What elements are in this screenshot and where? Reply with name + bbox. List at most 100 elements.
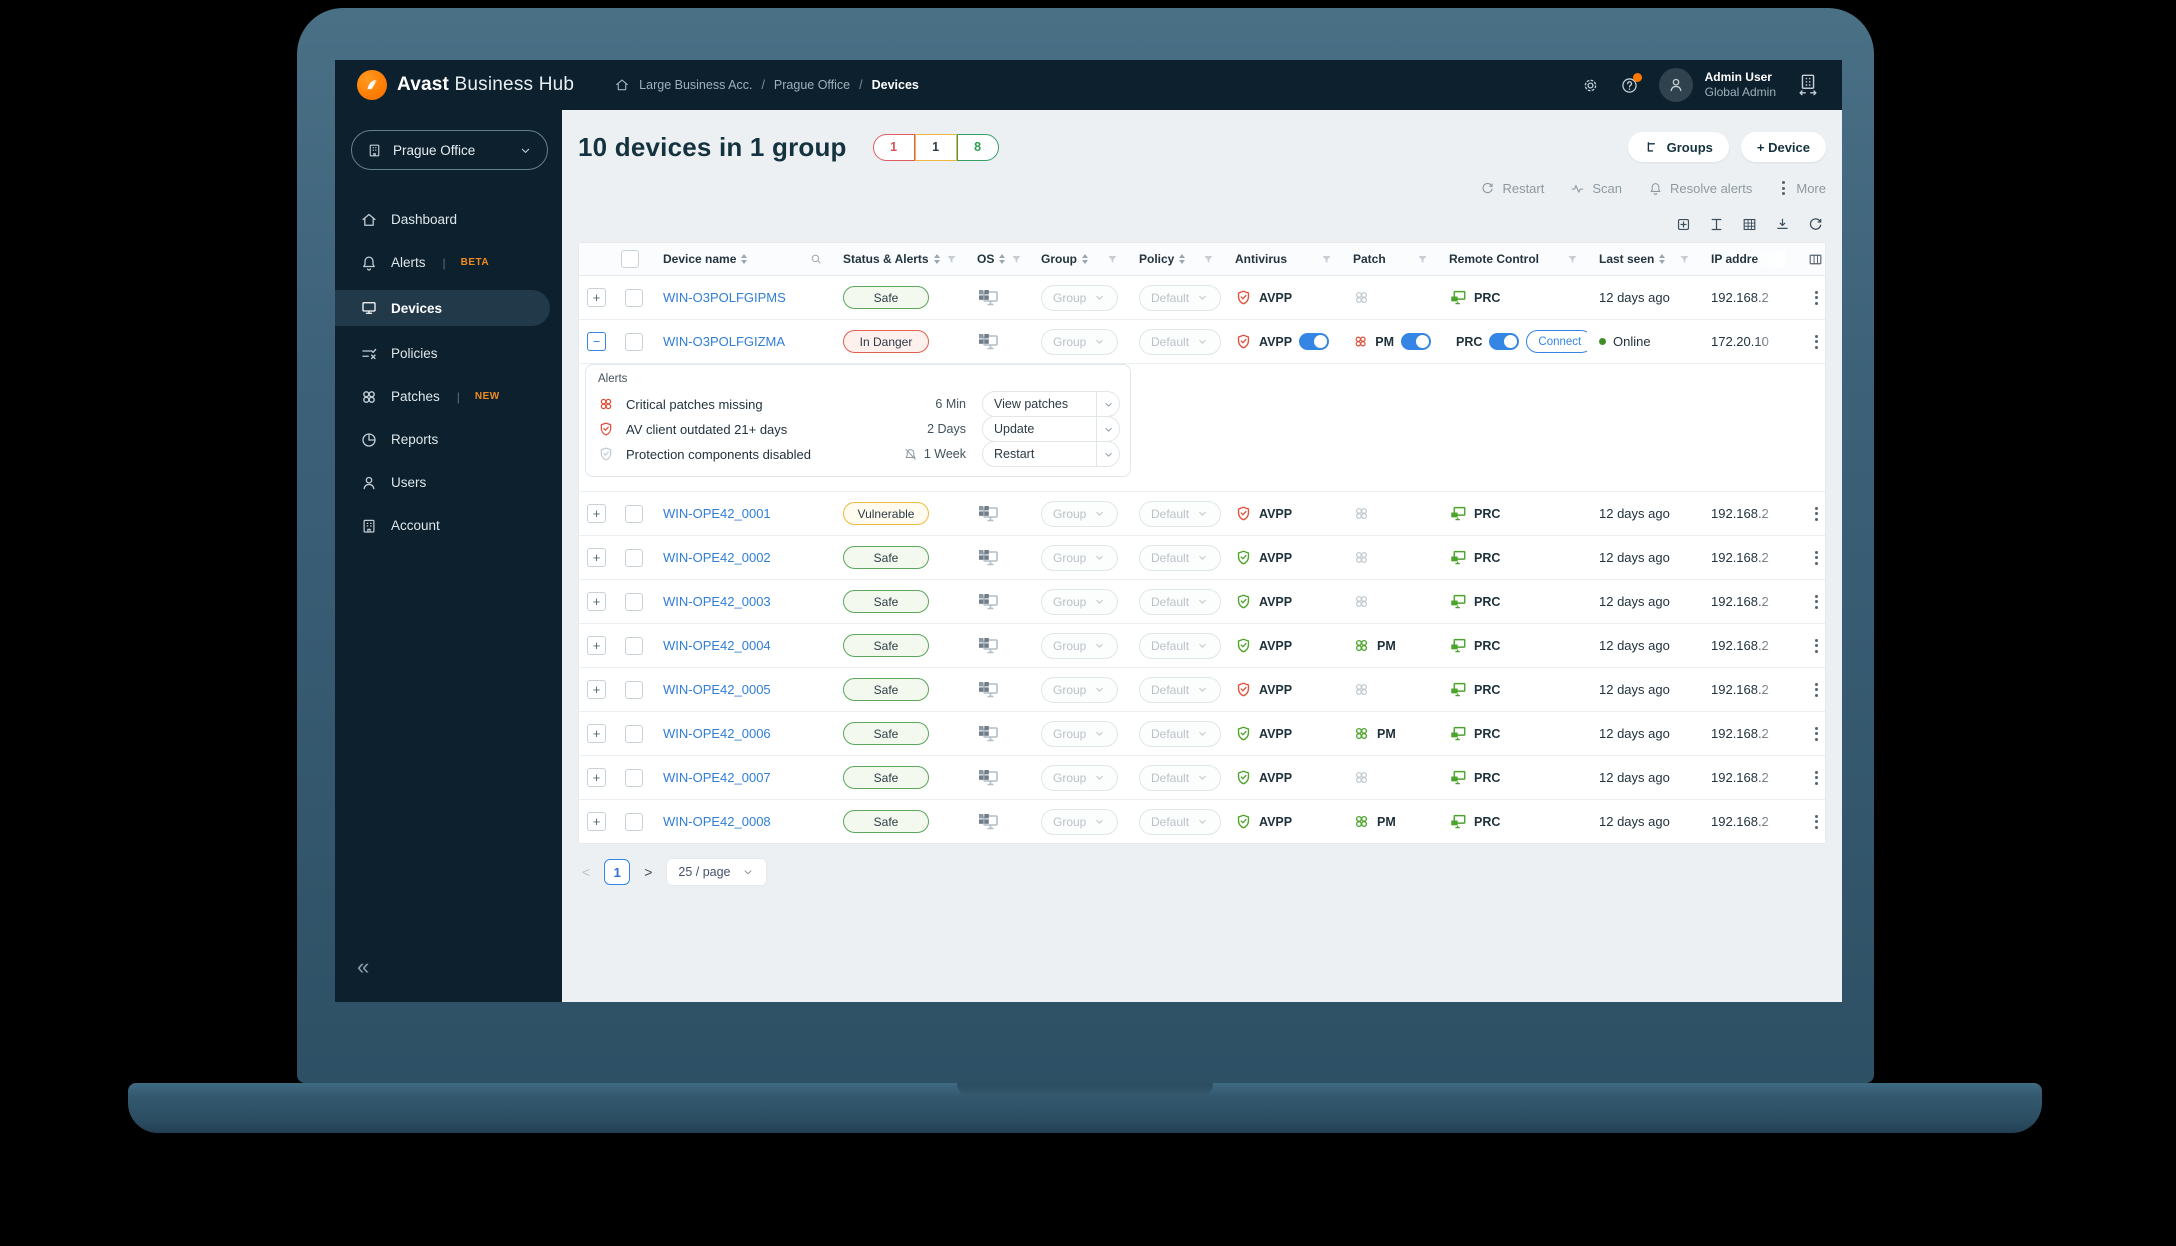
column-settings[interactable] bbox=[1755, 250, 1832, 268]
row-menu-button[interactable] bbox=[1811, 767, 1822, 789]
column-header-policy[interactable]: Policy bbox=[1127, 252, 1223, 266]
column-header-device-name[interactable]: Device name bbox=[651, 252, 831, 266]
column-header-status-alerts[interactable]: Status & Alerts bbox=[831, 252, 965, 266]
policy-dropdown[interactable]: Default bbox=[1139, 588, 1222, 615]
device-name-link[interactable]: WIN-OPE42_0004 bbox=[663, 638, 771, 653]
device-name-link[interactable]: WIN-OPE42_0003 bbox=[663, 594, 771, 609]
sidebar-item-devices[interactable]: Devices bbox=[335, 290, 550, 326]
header-select-all[interactable] bbox=[613, 250, 651, 268]
row-checkbox[interactable] bbox=[625, 768, 643, 787]
column-header-remote-control[interactable]: Remote Control bbox=[1437, 252, 1587, 266]
expand-row-button[interactable]: + bbox=[587, 768, 606, 787]
group-dropdown[interactable]: Group bbox=[1041, 544, 1119, 571]
column-header-last-seen[interactable]: Last seen bbox=[1587, 252, 1699, 266]
group-dropdown[interactable]: Group bbox=[1041, 500, 1119, 527]
group-dropdown[interactable]: Group bbox=[1041, 808, 1119, 835]
policy-dropdown[interactable]: Default bbox=[1139, 500, 1222, 527]
filter-funnel-icon[interactable] bbox=[1106, 253, 1119, 266]
site-selector[interactable]: Prague Office bbox=[351, 130, 548, 170]
current-page[interactable]: 1 bbox=[604, 859, 631, 885]
policy-dropdown[interactable]: Default bbox=[1139, 720, 1222, 747]
breadcrumb-site[interactable]: Prague Office bbox=[773, 78, 851, 92]
policy-dropdown[interactable]: Default bbox=[1139, 808, 1222, 835]
filter-funnel-icon[interactable] bbox=[1202, 253, 1215, 266]
toggle-on[interactable] bbox=[1401, 333, 1431, 350]
policy-dropdown[interactable]: Default bbox=[1139, 544, 1222, 571]
status-count-segment-2[interactable]: 8 bbox=[956, 133, 999, 161]
row-menu-button[interactable] bbox=[1811, 547, 1822, 569]
column-header-antivirus[interactable]: Antivirus bbox=[1223, 252, 1341, 266]
alert-action-dropdown[interactable] bbox=[1096, 392, 1119, 416]
row-menu-button[interactable] bbox=[1811, 331, 1822, 353]
user-info[interactable]: Admin User Global Admin bbox=[1705, 70, 1776, 100]
sidebar-item-account[interactable]: Account bbox=[335, 510, 562, 541]
search-icon[interactable] bbox=[809, 252, 823, 266]
row-menu-button[interactable] bbox=[1811, 635, 1822, 657]
collapse-row-button[interactable]: − bbox=[587, 332, 606, 351]
groups-button[interactable]: Groups bbox=[1627, 132, 1729, 162]
group-dropdown[interactable]: Group bbox=[1041, 764, 1119, 791]
row-checkbox[interactable] bbox=[625, 592, 643, 611]
sort-icon[interactable] bbox=[741, 254, 748, 264]
connect-button[interactable]: Connect bbox=[1526, 330, 1587, 353]
scan-action[interactable]: Scan bbox=[1570, 181, 1622, 196]
policy-dropdown[interactable]: Default bbox=[1139, 328, 1222, 355]
row-menu-button[interactable] bbox=[1811, 723, 1822, 745]
policy-dropdown[interactable]: Default bbox=[1139, 632, 1222, 659]
row-checkbox[interactable] bbox=[625, 680, 643, 699]
filter-funnel-icon[interactable] bbox=[1416, 253, 1429, 266]
row-checkbox[interactable] bbox=[625, 724, 643, 743]
row-checkbox[interactable] bbox=[625, 288, 643, 307]
group-dropdown[interactable]: Group bbox=[1041, 328, 1119, 355]
collapse-sidebar-button[interactable]: « bbox=[357, 954, 370, 979]
sidebar-item-alerts[interactable]: Alerts | BETA bbox=[335, 247, 562, 278]
filter-funnel-icon[interactable] bbox=[1566, 253, 1579, 266]
sidebar-item-reports[interactable]: Reports bbox=[335, 424, 562, 455]
group-dropdown[interactable]: Group bbox=[1041, 284, 1119, 311]
help-icon[interactable] bbox=[1620, 72, 1642, 95]
row-menu-button[interactable] bbox=[1811, 811, 1822, 833]
alert-action-dropdown[interactable] bbox=[1096, 417, 1119, 441]
device-name-link[interactable]: WIN-O3POLFGIPMS bbox=[663, 290, 786, 305]
status-count-segment-1[interactable]: 1 bbox=[914, 133, 957, 161]
row-height-icon[interactable] bbox=[1708, 216, 1725, 233]
device-name-link[interactable]: WIN-OPE42_0006 bbox=[663, 726, 771, 741]
toggle-on[interactable] bbox=[1489, 333, 1520, 350]
row-menu-button[interactable] bbox=[1811, 287, 1822, 309]
sidebar-item-users[interactable]: Users bbox=[335, 467, 562, 498]
breadcrumb-account[interactable]: Large Business Acc. bbox=[639, 78, 753, 92]
column-header-os[interactable]: OS bbox=[965, 252, 1029, 266]
sort-icon[interactable] bbox=[933, 254, 940, 264]
table-density-icon[interactable] bbox=[1741, 216, 1758, 233]
next-page-button[interactable]: > bbox=[644, 864, 653, 880]
sidebar-item-dashboard[interactable]: Dashboard bbox=[335, 204, 562, 235]
row-menu-button[interactable] bbox=[1811, 679, 1822, 701]
expand-row-button[interactable]: + bbox=[587, 548, 606, 567]
device-name-link[interactable]: WIN-OPE42_0001 bbox=[663, 506, 771, 521]
expand-row-button[interactable]: + bbox=[587, 812, 606, 831]
sort-icon[interactable] bbox=[1179, 254, 1186, 264]
filter-funnel-icon[interactable] bbox=[1678, 253, 1691, 266]
device-name-link[interactable]: WIN-OPE42_0008 bbox=[663, 814, 771, 829]
avatar[interactable] bbox=[1658, 68, 1693, 102]
row-menu-button[interactable] bbox=[1811, 503, 1822, 525]
filter-funnel-icon[interactable] bbox=[945, 253, 958, 266]
refresh-icon[interactable] bbox=[1807, 216, 1824, 233]
device-name-link[interactable]: WIN-OPE42_0002 bbox=[663, 550, 771, 565]
alert-action-button[interactable]: View patches bbox=[982, 391, 1120, 417]
sidebar-item-patches[interactable]: Patches | NEW bbox=[335, 381, 562, 412]
group-dropdown[interactable]: Group bbox=[1041, 632, 1119, 659]
expand-row-button[interactable]: + bbox=[587, 592, 606, 611]
expand-row-button[interactable]: + bbox=[587, 680, 606, 699]
row-checkbox[interactable] bbox=[625, 812, 643, 831]
device-name-link[interactable]: WIN-OPE42_0007 bbox=[663, 770, 771, 785]
column-header-patch[interactable]: Patch bbox=[1341, 252, 1437, 266]
export-icon[interactable] bbox=[1774, 216, 1791, 233]
row-checkbox[interactable] bbox=[625, 332, 643, 351]
settings-gear-icon[interactable] bbox=[1581, 76, 1600, 95]
filter-funnel-icon[interactable] bbox=[1320, 253, 1333, 266]
sort-icon[interactable] bbox=[999, 254, 1006, 264]
sort-icon[interactable] bbox=[1082, 254, 1088, 264]
column-header-group[interactable]: Group bbox=[1029, 252, 1127, 266]
toggle-on[interactable] bbox=[1299, 333, 1330, 350]
